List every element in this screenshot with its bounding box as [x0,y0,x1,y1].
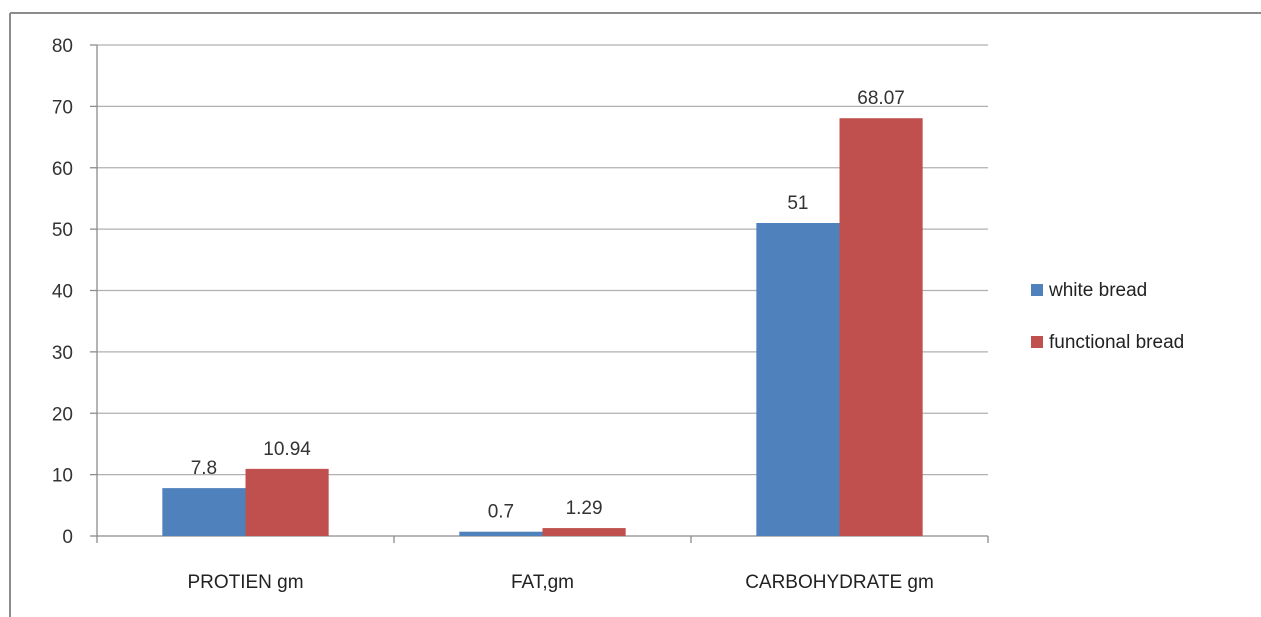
bar [162,488,246,536]
data-label: 10.94 [263,439,311,460]
data-label: 1.29 [566,498,603,519]
data-labels: 7.8 10.94 0.7 1.29 51 68.07 [191,88,905,522]
x-tick-label: FAT,gm [511,572,574,593]
y-tick-label: 20 [52,404,73,425]
y-tick-label: 80 [52,36,73,57]
y-tick-label: 70 [52,97,73,118]
y-tick-label: 10 [52,466,73,487]
data-label: 7.8 [191,458,217,479]
legend-swatch [1031,336,1043,348]
x-tick-label: CARBOHYDRATE gm [745,572,934,593]
data-label: 51 [787,193,808,214]
data-label: 68.07 [857,88,905,109]
x-tick-label: PROTIEN gm [187,572,303,593]
bars [162,118,923,537]
y-tick-label: 30 [52,343,73,364]
legend-swatch [1031,284,1043,296]
bar [459,531,543,536]
bar [542,528,626,536]
y-tick-label: 0 [62,527,73,548]
data-label: 0.7 [488,502,514,523]
y-tick-label: 50 [52,220,73,241]
y-tick-label: 40 [52,282,73,303]
axes: 0 10 20 30 40 50 60 70 80 PROTIEN gm FAT,gm CARBOHY… [52,36,989,593]
bar [839,118,923,537]
bar [245,468,329,536]
bar [756,222,840,537]
legend-label: white bread [1048,280,1147,301]
legend: white bread functional bread [1031,280,1184,353]
legend-label: functional bread [1049,332,1184,353]
y-tick-label: 60 [52,159,73,180]
